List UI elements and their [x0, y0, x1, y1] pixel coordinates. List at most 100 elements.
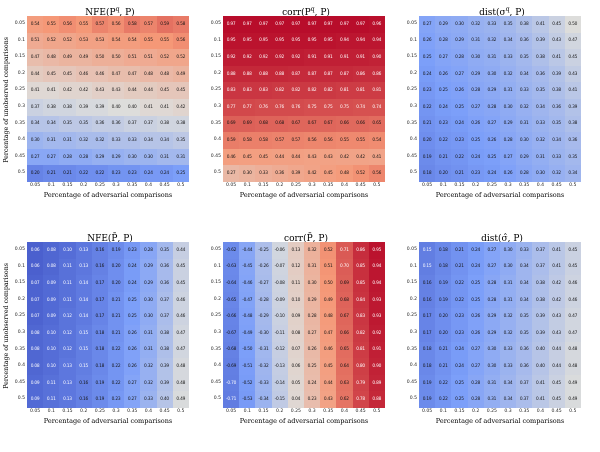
heatmap-cell: 0.24: [467, 242, 484, 259]
heatmap-cell: 0.07: [27, 308, 44, 325]
heatmap-cell: 0.21: [59, 165, 76, 182]
heatmap-cell: 0.26: [451, 82, 468, 99]
y-tick: 0.1: [213, 37, 221, 43]
x-tick: 0.45: [355, 408, 366, 414]
heatmap-cell: 0.92: [255, 49, 272, 66]
y-tick: 0.35: [210, 120, 221, 126]
y-tick: 0.35: [14, 346, 25, 352]
heatmap-cell: 0.10: [287, 291, 304, 309]
heatmap-cell: 0.42: [75, 82, 92, 99]
x-tick: 0.25: [290, 182, 301, 188]
y-tick: 0.15: [14, 280, 25, 286]
x-tick: 0.2: [276, 182, 284, 188]
title-pre: corr(P: [282, 8, 311, 18]
heatmap-cell: -0.25: [255, 242, 272, 259]
heatmap-cell: 0.36: [516, 358, 533, 375]
heatmap-cell: 0.97: [255, 16, 272, 33]
heatmap-cell: 0.49: [320, 291, 337, 309]
heatmap-cell: 0.44: [172, 242, 189, 259]
y-tick: 0.2: [213, 296, 221, 302]
heatmap-cell: 0.34: [564, 165, 581, 182]
heatmap-cell: -0.30: [255, 324, 272, 342]
subplot-title: NFE(Pq, P): [12, 3, 208, 18]
heatmap-cell: 0.07: [287, 341, 304, 359]
heatmap-cell: -0.14: [271, 374, 288, 392]
y-axis-label-text: Percentage of unobserved comparisons: [2, 37, 10, 163]
y-axis-label-top: Percentage of unobserved comparisons: [0, 0, 12, 226]
heatmap-cell: 0.29: [483, 324, 500, 342]
heatmap-cell: 0.25: [172, 165, 189, 182]
x-tick: 0.35: [127, 182, 138, 188]
heatmap-cell: 0.32: [499, 65, 517, 83]
heatmap-cell: 0.16: [75, 374, 92, 392]
y-tick: 0.25: [406, 313, 417, 319]
heatmap-cell: 0.31: [499, 82, 517, 99]
heatmap-cell: 0.21: [435, 358, 452, 375]
y-tick: 0.15: [406, 280, 417, 286]
heatmap-cell: 0.59: [223, 132, 240, 149]
heatmap-cell: -0.63: [223, 258, 240, 276]
heatmap-cell: 0.25: [419, 49, 436, 66]
heatmap-cell: 0.90: [368, 49, 385, 66]
heatmap-cell: 0.22: [107, 341, 125, 359]
heatmap-cell: 0.49: [172, 391, 189, 408]
heatmap-cell: 0.77: [239, 98, 256, 116]
x-tick-labels: 0.05 0.1 0.15 0.2 0.25 0.3 0.35 0.4 0.45 0.5: [27, 408, 208, 415]
heatmap-cell: 0.05: [287, 374, 304, 392]
heatmap-cell: 0.31: [140, 341, 157, 359]
heatmap-cell: 0.67: [320, 115, 337, 133]
heatmap-cell: 0.06: [27, 242, 44, 259]
heatmap-cell: 0.30: [124, 148, 141, 166]
heatmap-cell: 0.08: [27, 324, 44, 342]
heatmap-cell: 0.42: [172, 98, 189, 116]
heatmap-cell: 0.35: [516, 308, 533, 325]
heatmap-cell: 0.83: [255, 82, 272, 99]
heatmap-cell: 0.45: [320, 358, 337, 375]
heatmap-cell: 0.37: [140, 115, 157, 133]
heatmap-cell: 0.24: [467, 258, 484, 276]
x-tick: 0.35: [323, 182, 334, 188]
heatmap-cell: -0.11: [271, 324, 288, 342]
heatmap-cell: 0.69: [239, 115, 256, 133]
heatmap-cell: 0.33: [532, 115, 549, 133]
heatmap-cell: 0.17: [91, 308, 108, 325]
heatmap-cell: 0.35: [564, 148, 581, 166]
heatmap-cell: 0.56: [107, 16, 125, 33]
heatmap-cell: 0.93: [368, 308, 385, 325]
heatmap-cell: 0.45: [156, 82, 173, 99]
heatmap-cell: 0.14: [75, 308, 92, 325]
heatmap-cell: 0.94: [352, 32, 369, 50]
heatmap-cell: 0.86: [368, 65, 385, 83]
heatmap-cell: 0.53: [91, 32, 108, 50]
heatmap-cell: 0.24: [156, 165, 173, 182]
y-tick-labels: 0.05 0.1 0.15 0.2 0.25 0.3 0.35 0.4 0.45 0.5: [404, 242, 419, 408]
heatmap-cell: 0.22: [107, 374, 125, 392]
heatmap-cell: 0.54: [368, 132, 385, 149]
heatmap-cell: 0.97: [223, 16, 240, 33]
heatmap-cell: 0.26: [303, 341, 321, 359]
heatmap-cell: 0.27: [451, 65, 468, 83]
heatmap-cell: 0.85: [352, 258, 369, 276]
y-tick: 0.2: [17, 296, 25, 302]
heatmap-cell: 0.31: [467, 32, 484, 50]
heatmap-cell: 0.27: [27, 148, 44, 166]
heatmap-cell: 0.14: [75, 291, 92, 309]
heatmap-cell: 0.45: [43, 65, 60, 83]
x-tick: 0.1: [243, 408, 251, 414]
heatmap-cell: 0.43: [564, 65, 581, 83]
heatmap-cell: 0.42: [548, 275, 565, 292]
heatmap-cell: 0.32: [467, 16, 484, 33]
heatmap-cell: 0.83: [352, 308, 369, 325]
heatmap-cell: 0.57: [287, 132, 304, 149]
heatmap-cell: 0.27: [435, 49, 452, 66]
subplot-corr-pbar: corr(P̄, P) 0.05 0.1 0.15 0.2 0.25 0.3 0.35 0.4…: [208, 226, 404, 452]
heatmap-cell: 0.27: [499, 148, 517, 166]
heatmap-cell: 0.87: [320, 65, 337, 83]
heatmap-cell: 0.69: [223, 115, 240, 133]
heatmap-cell: 0.92: [368, 324, 385, 342]
heatmap-cell: 0.66: [336, 324, 353, 342]
heatmap-cell: 0.40: [124, 98, 141, 116]
x-tick: 0.4: [340, 182, 349, 188]
heatmap-cell: 0.26: [124, 358, 141, 375]
heatmap-cell: 0.91: [352, 49, 369, 66]
